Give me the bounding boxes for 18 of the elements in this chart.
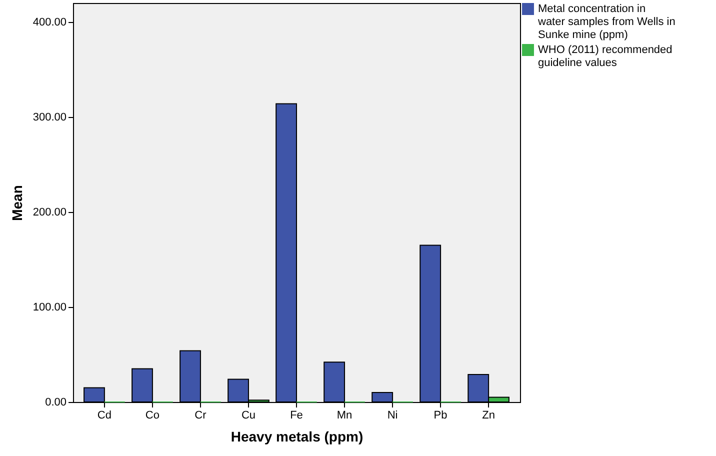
x-tick-label: Fe (290, 410, 303, 422)
x-tick-label: Pb (434, 410, 448, 422)
legend-label: Metal concentration in water samples from Wells in Sunke mine (ppm) (537, 3, 676, 41)
x-tick-label: Cr (194, 410, 207, 422)
y-tick-label: 200.00 (32, 206, 66, 218)
legend-label: WHO (2011) recommended guideline values (538, 44, 672, 69)
x-tick-label: Mn (336, 410, 352, 422)
y-axis-title: Mean (8, 185, 25, 221)
y-tick-label: 100.00 (32, 302, 66, 314)
x-tick-label: Zn (482, 410, 495, 422)
x-tick-label: Co (145, 410, 160, 422)
x-tick-label: Cd (97, 410, 112, 422)
x-axis-title: Heavy metals (ppm) (230, 428, 364, 444)
x-tick-label: Cu (241, 410, 256, 422)
y-tick-label: 300.00 (32, 112, 66, 124)
x-tick-label: Ni (387, 410, 398, 422)
y-tick-label: 400.00 (32, 16, 66, 28)
y-tick-label: 0.00 (45, 396, 66, 408)
